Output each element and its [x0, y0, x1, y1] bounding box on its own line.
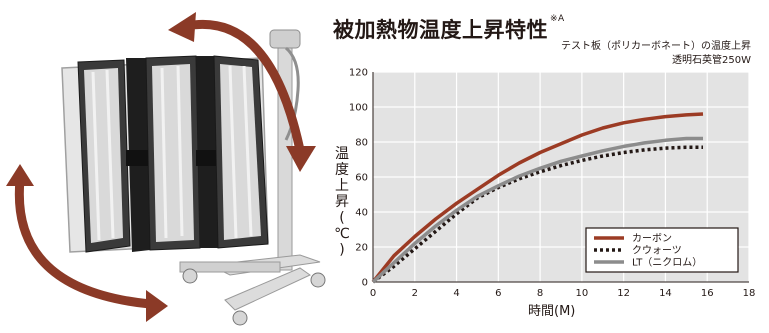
- x-tick-label: 12: [617, 288, 630, 299]
- y-tick-label: 80: [355, 138, 368, 149]
- heater-panels: [77, 55, 269, 253]
- x-tick-label: 16: [701, 288, 714, 299]
- x-tick-label: 4: [453, 288, 459, 299]
- subtitle-quartz-tube: 透明石英管250W: [672, 55, 751, 66]
- heater-product-illustration: [6, 12, 326, 326]
- heading-note: ※A: [550, 14, 565, 24]
- y-axis-label-char: ): [339, 242, 345, 258]
- y-axis-label-char: 温: [335, 146, 349, 162]
- heading-title-text: 被加熱物温度上昇特性: [333, 18, 548, 42]
- x-tick-label: 2: [412, 288, 418, 299]
- data-series: [371, 112, 704, 284]
- chart-heading: 被加熱物温度上昇特性 ※A: [333, 14, 565, 44]
- series-line-lt-nichrome: [371, 136, 703, 284]
- heading-subtitle: テスト板（ポリカーボネート）の温度上昇 透明石英管250W: [561, 40, 751, 68]
- y-axis-label-char: (: [339, 210, 345, 226]
- arrowhead-bottom: [146, 290, 168, 322]
- y-tick-label: 40: [355, 208, 368, 219]
- y-tick-label: 100: [349, 103, 368, 114]
- arrowhead-right: [286, 146, 316, 172]
- y-axis-label-char: 昇: [335, 194, 349, 210]
- y-axis-label-char: ℃: [334, 226, 350, 242]
- y-tick-label: 120: [349, 68, 368, 79]
- arrowhead-left-top: [6, 164, 34, 186]
- rotation-arrows: [6, 12, 316, 322]
- x-axis-label: 時間(M): [528, 304, 576, 319]
- legend-label: LT（ニクロム）: [632, 257, 702, 269]
- x-tick-label: 6: [495, 288, 501, 299]
- y-tick-label: 20: [355, 243, 368, 254]
- series-line-carbon: [371, 112, 704, 284]
- temperature-rise-chart: 0 2 4 6 8 10 12 14 16 18 0 20 40 60 80 100 120 カーボンクウォーツ…: [349, 68, 755, 300]
- y-tick-label: 0: [362, 278, 368, 289]
- x-tick-label: 18: [743, 288, 756, 299]
- y-axis-label-char: 上: [335, 178, 349, 194]
- y-axis-label: 温度上昇(℃): [334, 146, 350, 258]
- rotation-arrow-bottom-left: [14, 175, 155, 309]
- axis-ticks: 0 2 4 6 8 10 12 14 16 18 0 20 40 60 80 100 120: [349, 68, 755, 300]
- rotation-arrow-top-right: [181, 20, 305, 155]
- arrowhead-top-left: [168, 12, 196, 42]
- x-tick-label: 10: [576, 288, 589, 299]
- legend-label: クウォーツ: [632, 245, 682, 257]
- legend-label: カーボン: [632, 233, 672, 245]
- y-tick-label: 60: [355, 173, 368, 184]
- subtitle-test-board: テスト板（ポリカーボネート）の温度上昇: [561, 41, 751, 52]
- y-axis-label-char: 度: [335, 162, 349, 178]
- x-tick-label: 14: [659, 288, 672, 299]
- legend-box: [585, 227, 739, 273]
- x-tick-label: 0: [370, 288, 376, 299]
- x-tick-label: 8: [537, 288, 543, 299]
